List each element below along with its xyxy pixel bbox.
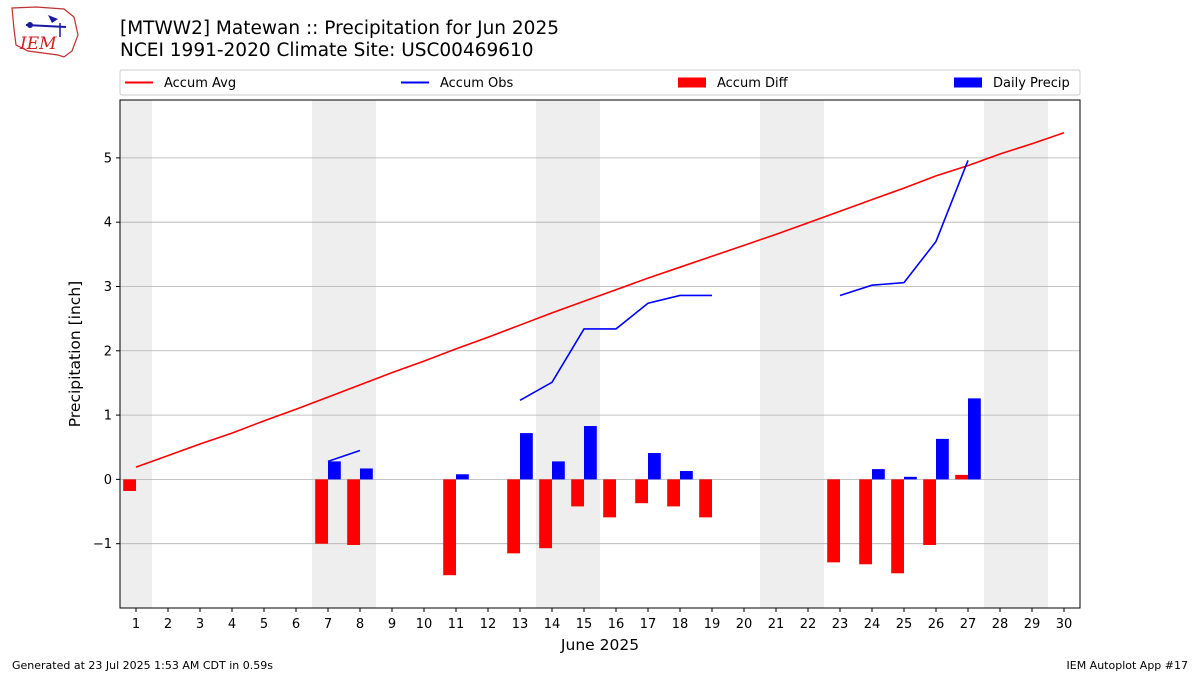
daily-precip-bar [584, 426, 597, 480]
y-tick-label: 3 [104, 280, 112, 295]
accum-diff-bar [667, 479, 680, 507]
y-tick-label: 2 [104, 344, 112, 359]
accum-diff-bar [347, 479, 360, 545]
daily-precip-bar [680, 471, 693, 480]
x-tick-label: 3 [196, 617, 204, 632]
x-tick-label: 29 [1024, 617, 1041, 632]
x-tick-label: 10 [416, 617, 433, 632]
x-tick-label: 18 [672, 617, 689, 632]
x-tick-label: 30 [1056, 617, 1073, 632]
x-tick-label: 7 [324, 617, 332, 632]
legend-box [119, 69, 1081, 96]
accum-obs-line [519, 294, 712, 401]
y-tick-label: 4 [104, 216, 112, 231]
x-tick-label: 19 [704, 617, 721, 632]
x-tick-label: 23 [832, 617, 849, 632]
accum-diff-bar [891, 479, 904, 574]
weekend-shade [120, 100, 152, 608]
y-tick-label: −1 [93, 537, 112, 552]
accum-diff-bar [699, 479, 712, 518]
x-tick-label: 12 [480, 617, 497, 632]
accum-diff-bar [539, 479, 552, 549]
y-tick-label: 5 [104, 151, 112, 166]
y-tick-label: 0 [104, 473, 112, 488]
legend: Accum Avg Accum Obs Accum Diff Daily Precip [119, 69, 1081, 96]
daily-precip-bar [904, 476, 917, 480]
x-tick-label: 8 [356, 617, 364, 632]
accum-diff-bar [603, 479, 616, 518]
x-tick-label: 1 [132, 617, 140, 632]
weekend-shade [984, 100, 1048, 608]
daily-precip-bar [968, 398, 981, 480]
y-axis-label: Precipitation [inch] [66, 281, 84, 427]
accum-diff-bar [507, 479, 520, 554]
x-tick-label: 5 [260, 617, 268, 632]
x-tick-label: 9 [388, 617, 396, 632]
accum-diff-bar [955, 474, 968, 480]
accum-diff-bar [443, 479, 456, 576]
x-tick-label: 27 [960, 617, 977, 632]
daily-precip-legend-label: Daily Precip [993, 76, 1070, 91]
chart-subtitle: NCEI 1991-2020 Climate Site: USC00469610 [120, 40, 534, 61]
x-tick-label: 11 [448, 617, 465, 632]
plot-frame [119, 99, 1081, 609]
daily-precip-bar [456, 474, 469, 480]
accum-avg-legend-label: Accum Avg [164, 76, 236, 91]
x-tick-label: 14 [544, 617, 561, 632]
x-tick-label: 24 [864, 617, 881, 632]
accum-diff-bar [859, 479, 872, 565]
accum-obs-line [839, 160, 969, 297]
accum-diff-bar [635, 479, 648, 504]
accum-diff-legend-swatch [678, 77, 706, 88]
x-tick-label: 28 [992, 617, 1009, 632]
accum-diff-bar [123, 479, 136, 491]
accum-diff-bar [923, 479, 936, 545]
app-credit: IEM Autoplot App #17 [1066, 659, 1189, 672]
x-axis-label: June 2025 [560, 636, 639, 654]
daily-precip-bar [936, 438, 949, 480]
accum-diff-legend-label: Accum Diff [717, 76, 789, 91]
logo-text: IEM [19, 34, 57, 54]
daily-precip-bar [360, 468, 373, 480]
x-tick-label: 4 [228, 617, 236, 632]
x-tick-label: 13 [512, 617, 529, 632]
daily-precip-legend-swatch [954, 77, 982, 88]
x-tick-label: 16 [608, 617, 625, 632]
daily-precip-bar [872, 469, 885, 480]
x-tick-label: 15 [576, 617, 593, 632]
weekend-shade [760, 100, 824, 608]
daily-precip-bar [520, 433, 533, 480]
accum-avg-line [135, 132, 1065, 468]
x-tick-label: 21 [768, 617, 785, 632]
accum-diff-bar [571, 479, 584, 507]
y-tick-label: 1 [104, 409, 112, 424]
daily-precip-bar [552, 461, 565, 480]
daily-precip-bar [648, 453, 661, 480]
iem-logo: IEM [11, 6, 79, 58]
x-tick-label: 22 [800, 617, 817, 632]
x-tick-label: 2 [164, 617, 172, 632]
accum-diff-bar [827, 479, 840, 563]
x-tick-label: 26 [928, 617, 945, 632]
accum-obs-legend-label: Accum Obs [440, 76, 513, 91]
x-tick-label: 20 [736, 617, 753, 632]
x-tick-label: 17 [640, 617, 657, 632]
x-tick-label: 6 [292, 617, 300, 632]
chart-title: [MTWW2] Matewan :: Precipitation for Jun… [120, 18, 559, 39]
accum-diff-bar [315, 479, 328, 544]
accum-obs-line [327, 449, 361, 463]
generated-timestamp: Generated at 23 Jul 2025 1:53 AM CDT in … [12, 659, 273, 672]
x-tick-label: 25 [896, 617, 913, 632]
daily-precip-bar [328, 461, 341, 480]
